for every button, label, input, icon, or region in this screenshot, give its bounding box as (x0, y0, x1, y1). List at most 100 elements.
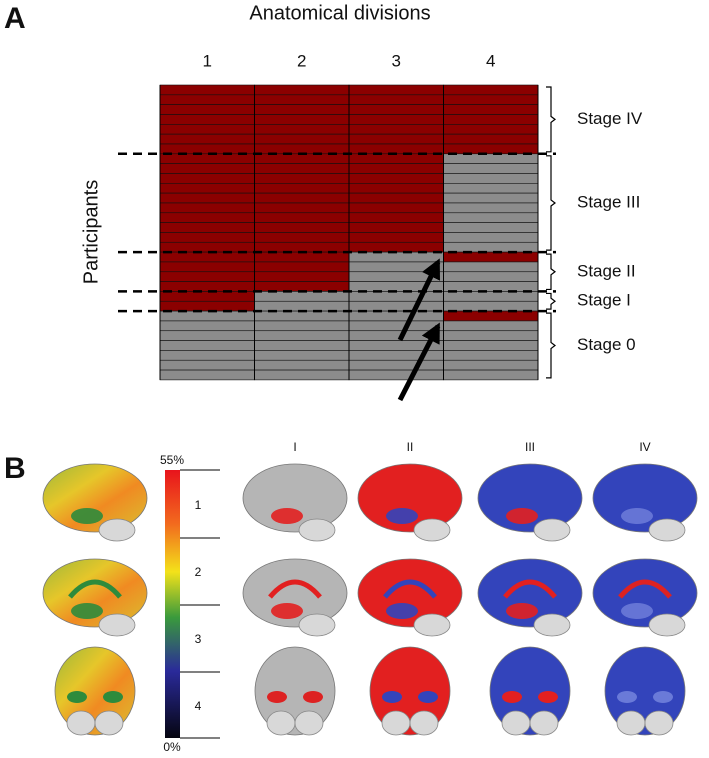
cerebellum (94, 710, 124, 736)
column-header: II (407, 440, 414, 454)
colorbar (165, 470, 180, 738)
grid-cell (443, 222, 539, 233)
brain-region (103, 691, 123, 703)
cerebellum (533, 613, 571, 637)
grid-cell (254, 84, 350, 96)
brain-region (71, 508, 103, 524)
grid-cell (254, 212, 350, 223)
grid-cell (254, 310, 350, 322)
brain-region (386, 508, 418, 524)
grid-cell (159, 300, 255, 312)
grid-cell (443, 281, 539, 292)
bracket (546, 253, 556, 291)
grid-cell (443, 310, 539, 322)
brain (604, 646, 686, 736)
grid-cell (443, 183, 539, 194)
grid-cell (254, 192, 350, 204)
grid-cell (254, 183, 350, 194)
brain (489, 646, 571, 736)
bracket (546, 155, 556, 251)
grid-cell (159, 281, 255, 292)
colorbar-max: 55% (160, 453, 184, 467)
cerebellum (298, 613, 336, 637)
brain-shape (592, 558, 698, 628)
grid-cell (348, 183, 444, 194)
brain-region (621, 603, 653, 619)
cerebellum (298, 518, 336, 542)
cerebellum (529, 710, 559, 736)
grid-cell (443, 173, 539, 184)
grid-cell (254, 202, 350, 214)
cerebellum (66, 710, 96, 736)
arrow (397, 322, 441, 402)
grid-cell (254, 300, 350, 312)
grid-cell (348, 143, 444, 155)
brain-region (382, 691, 402, 703)
brain-region (67, 691, 87, 703)
brain (369, 646, 451, 736)
brain (592, 558, 698, 637)
grid-cell (159, 84, 255, 96)
grid-cell (254, 163, 350, 174)
brain (242, 463, 348, 542)
stage-label: Stage IV (577, 109, 643, 128)
grid-cell (348, 350, 444, 361)
colorbar-label: 2 (195, 565, 202, 579)
grid-cell (159, 330, 255, 341)
grid-cell (443, 359, 539, 371)
grid-cell (443, 124, 539, 135)
grid-cell (348, 261, 444, 273)
grid-cell (348, 153, 444, 164)
grid-cell (254, 251, 350, 263)
grid-cell (254, 232, 350, 243)
grid-cell (254, 143, 350, 155)
grid-cell (443, 153, 539, 164)
grid-cell (159, 202, 255, 214)
grid-cell (443, 350, 539, 361)
brain-region (303, 691, 323, 703)
grid-cell (443, 202, 539, 214)
grid-cell (348, 369, 444, 381)
grid-cell (254, 271, 350, 282)
grid-cell (254, 222, 350, 233)
panel-title: Anatomical divisions (249, 2, 430, 24)
grid-cell (254, 153, 350, 164)
grid-cell (443, 212, 539, 223)
brain-region (502, 691, 522, 703)
grid-cell (254, 320, 350, 332)
brain-region (621, 508, 653, 524)
grid-cell (254, 261, 350, 273)
brain-shape (42, 463, 148, 533)
bracket (546, 292, 556, 310)
cerebellum (413, 613, 451, 637)
colorbar-label: 3 (195, 632, 202, 646)
grid-cell (443, 192, 539, 204)
grid-cell (348, 212, 444, 223)
grid-cell (443, 241, 539, 253)
brain (54, 646, 136, 736)
bracket (546, 86, 556, 153)
cerebellum (648, 613, 686, 637)
grid-cell (159, 163, 255, 174)
colorbar-label: 1 (195, 498, 202, 512)
brain-region (68, 579, 122, 599)
brain-region (618, 579, 672, 599)
grid-cell (159, 183, 255, 194)
brain-region (71, 603, 103, 619)
colorbar-label: 4 (195, 699, 202, 713)
grid-cell (348, 173, 444, 184)
column-label: 2 (297, 51, 306, 70)
grid-cell (254, 291, 350, 302)
stage-label: Stage I (577, 291, 631, 310)
grid-cell (254, 124, 350, 135)
grid-cell (443, 104, 539, 115)
grid-cell (348, 163, 444, 174)
grid-cell (159, 261, 255, 273)
brain-shape (592, 463, 698, 533)
grid-cell (348, 114, 444, 125)
cerebellum (648, 518, 686, 542)
brain-region (538, 691, 558, 703)
panel-label: A (4, 2, 26, 35)
brain-region (268, 579, 322, 599)
